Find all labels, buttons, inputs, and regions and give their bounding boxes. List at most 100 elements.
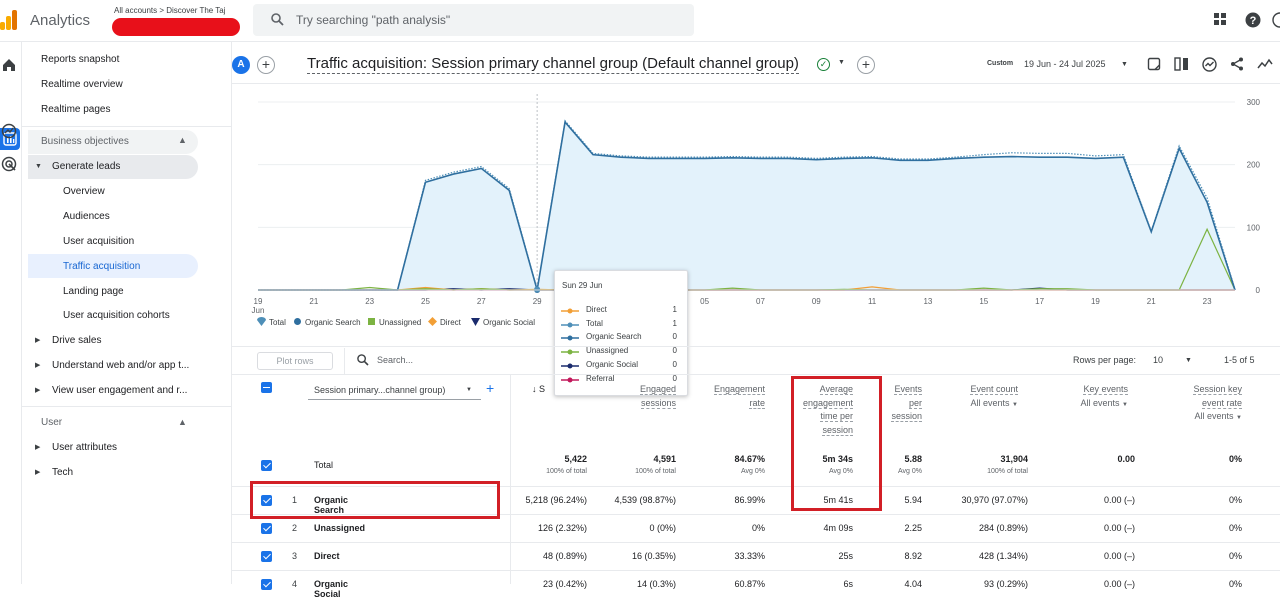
row-checkbox[interactable] xyxy=(261,579,272,590)
cell-sessions: 126 (2.32%) xyxy=(537,523,587,533)
x-tick-label: 21 xyxy=(309,297,318,306)
row-checkbox[interactable] xyxy=(261,551,272,562)
row-channel-name[interactable]: Unassigned xyxy=(314,523,366,533)
nav-drive-sales[interactable]: Drive sales xyxy=(52,335,102,346)
key-event-rate-header-line2: event rate xyxy=(1201,397,1242,409)
total-sessions-sub: 100% of total xyxy=(546,468,587,475)
add-comparison-button[interactable]: + xyxy=(257,56,275,74)
search-icon[interactable] xyxy=(357,354,369,366)
share-icon[interactable] xyxy=(1230,57,1244,71)
key-events-header[interactable]: Key events All events ▼ xyxy=(1052,383,1128,412)
table-search-input[interactable]: Search... xyxy=(377,355,414,365)
row-divider xyxy=(232,570,1280,571)
analytics-logo[interactable] xyxy=(0,8,20,30)
caret-down-icon: ▼ xyxy=(35,163,42,170)
nav-realtime-overview[interactable]: Realtime overview xyxy=(41,79,123,90)
nav-reports-snapshot[interactable]: Reports snapshot xyxy=(41,54,120,65)
avg-engagement-time-header[interactable]: Average engagement time per session xyxy=(792,383,853,437)
nav-user-acquisition[interactable]: User acquisition xyxy=(63,236,135,247)
row-checkbox[interactable] xyxy=(261,523,272,534)
nav-generate-leads[interactable]: ▼ Generate leads xyxy=(28,155,198,179)
nav-audiences[interactable]: Audiences xyxy=(63,211,110,222)
account-avatar-icon[interactable] xyxy=(1272,12,1280,28)
sessions-header[interactable]: ↓ S xyxy=(532,383,552,397)
plot-rows-button[interactable]: Plot rows xyxy=(257,352,333,370)
chevron-down-icon[interactable]: ▼ xyxy=(1122,401,1128,408)
comparison-avatar[interactable]: A xyxy=(232,56,250,74)
add-dimension-icon[interactable]: + xyxy=(486,380,495,396)
date-range-picker[interactable]: 19 Jun - 24 Jul 2025 xyxy=(1024,59,1106,69)
row-channel-name[interactable]: Organic Social xyxy=(314,579,349,599)
page-title[interactable]: Traffic acquisition: Session primary cha… xyxy=(307,55,799,74)
x-tick-label: 09 xyxy=(812,297,821,306)
total-engaged: 4,591 xyxy=(653,454,676,464)
traffic-chart[interactable]: 300200100019Jun2123252729010305070911131… xyxy=(232,84,1280,346)
tooltip-row: Organic Social 0 xyxy=(561,360,685,372)
nav-landing-page[interactable]: Landing page xyxy=(63,286,124,297)
key-event-rate-header[interactable]: Session key event rate All events ▼ xyxy=(1160,383,1242,426)
legend-marker-icon xyxy=(368,318,375,325)
total-row-checkbox[interactable] xyxy=(261,460,272,471)
legend-item[interactable]: Total xyxy=(257,317,286,327)
tooltip-row: Direct 1 xyxy=(561,305,685,317)
row-channel-name[interactable]: Organic Search xyxy=(314,495,349,515)
traffic-chart-svg[interactable]: 300200100019Jun2123252729010305070911131… xyxy=(232,84,1280,346)
apps-grid-icon[interactable] xyxy=(1213,12,1227,26)
advertising-icon[interactable] xyxy=(1,156,17,172)
explore-icon[interactable] xyxy=(1,123,17,139)
rows-per-page-select[interactable]: 10 xyxy=(1153,355,1164,365)
tooltip-row: Referral 0 xyxy=(561,374,685,386)
nav-realtime-pages[interactable]: Realtime pages xyxy=(41,104,111,115)
engaged-sessions-header[interactable]: Engaged sessions xyxy=(612,383,676,410)
search-bar[interactable]: Try searching "path analysis" xyxy=(253,4,694,36)
legend-item[interactable]: Unassigned xyxy=(367,317,421,327)
row-divider xyxy=(232,374,1280,375)
edit-report-icon[interactable] xyxy=(1147,57,1161,71)
nav-tech[interactable]: Tech xyxy=(52,467,74,478)
nav-traffic-acquisition[interactable]: Traffic acquisition xyxy=(28,254,198,278)
legend-item[interactable]: Direct xyxy=(428,317,461,327)
events-per-session-header[interactable]: Events per session xyxy=(872,383,922,424)
key-events-filter[interactable]: All events xyxy=(1080,397,1120,408)
chevron-down-icon[interactable]: ▼ xyxy=(1121,61,1128,68)
engagement-rate-header[interactable]: Engagement rate xyxy=(692,383,765,410)
tooltip-series-name: Organic Search xyxy=(586,332,642,342)
series-marker-icon xyxy=(561,335,579,341)
key-event-rate-filter[interactable]: All events xyxy=(1194,411,1234,421)
sparkline-icon[interactable] xyxy=(1257,57,1273,71)
total-sessions: 5,422 xyxy=(564,454,587,464)
nav-understand-web[interactable]: Understand web and/or app t... xyxy=(52,360,190,371)
legend-item[interactable]: Organic Social xyxy=(471,317,535,327)
nav-user-attributes[interactable]: User attributes xyxy=(52,442,118,453)
compare-icon[interactable] xyxy=(1174,57,1189,71)
chevron-down-icon[interactable]: ▼ xyxy=(1012,401,1018,408)
account-breadcrumb[interactable]: All accounts > Discover The Taj xyxy=(114,6,226,15)
chevron-up-icon[interactable]: ▲ xyxy=(178,417,187,427)
add-filter-button[interactable]: + xyxy=(857,56,875,74)
dimension-selector[interactable]: Session primary...channel group) ▼ xyxy=(308,383,481,400)
insights-icon[interactable] xyxy=(1202,57,1217,72)
row-channel-name[interactable]: Direct xyxy=(314,551,340,561)
nav-user-section[interactable]: User xyxy=(41,417,63,428)
row-checkbox[interactable] xyxy=(261,495,272,506)
chevron-down-icon[interactable]: ▼ xyxy=(1185,357,1192,364)
nav-business-objectives[interactable]: Business objectives ▲ xyxy=(28,130,198,154)
home-icon[interactable] xyxy=(1,57,17,73)
legend-item[interactable]: Organic Search xyxy=(293,317,361,327)
nav-user-acquisition-cohorts[interactable]: User acquisition cohorts xyxy=(63,310,170,321)
series-line-organic-search xyxy=(258,120,1236,291)
event-count-filter[interactable]: All events xyxy=(970,397,1010,408)
select-all-checkbox[interactable] xyxy=(261,382,272,393)
tooltip-series-value: 1 xyxy=(672,318,677,328)
nav-overview[interactable]: Overview xyxy=(63,186,105,197)
chevron-down-icon[interactable]: ▼ xyxy=(838,59,845,66)
event-count-header[interactable]: Event count All events ▼ xyxy=(942,383,1018,412)
tooltip-series-name: Organic Social xyxy=(586,359,639,369)
help-icon[interactable]: ? xyxy=(1245,12,1261,28)
check-circle-icon[interactable]: ✓ xyxy=(817,58,830,71)
chevron-down-icon[interactable]: ▼ xyxy=(1236,415,1242,421)
nav-view-engagement[interactable]: View user engagement and r... xyxy=(52,385,188,396)
total-events-per-session-sub: Avg 0% xyxy=(898,468,922,475)
legend-label: Organic Social xyxy=(483,318,536,327)
date-range-label: Custom xyxy=(987,60,1014,67)
